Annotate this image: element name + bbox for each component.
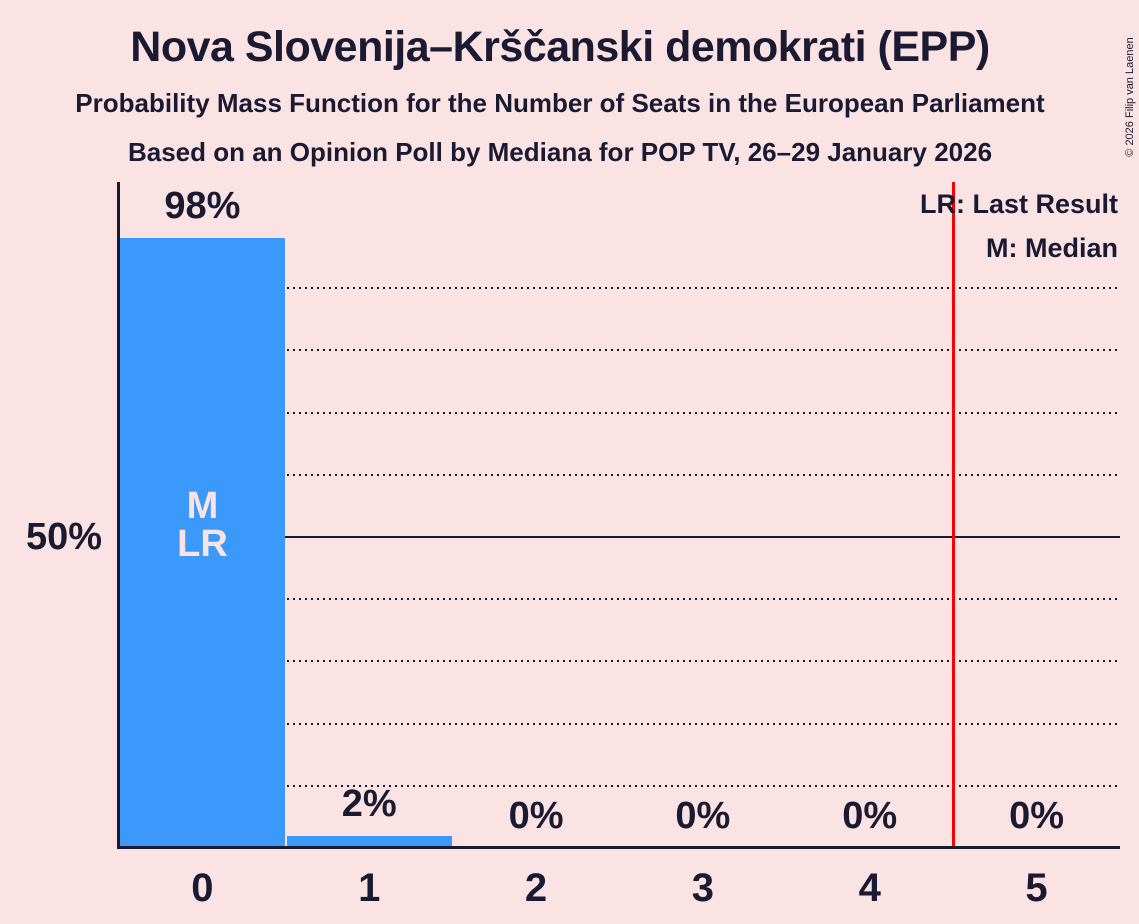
gridline-30 — [119, 660, 1120, 663]
y-axis-line — [117, 182, 120, 849]
bar-0-value-label: 98% — [164, 185, 241, 228]
page-title: Nova Slovenija–Krščanski demokrati (EPP) — [130, 23, 990, 71]
x-tick-3: 3 — [691, 866, 714, 910]
gridline-60 — [119, 473, 1120, 476]
gridline-20 — [119, 722, 1120, 725]
x-axis-line — [117, 846, 1120, 849]
bar-3-value-label: 0% — [675, 795, 731, 837]
gridline-70 — [119, 411, 1120, 414]
x-tick-1: 1 — [358, 866, 381, 910]
median-last-result-marker: M LR — [120, 487, 285, 563]
last-result-marker: LR — [177, 523, 228, 565]
legend-median: M: Median — [986, 233, 1118, 263]
bar-5-value-label: 0% — [1009, 795, 1064, 837]
gridline-80 — [119, 349, 1120, 352]
x-tick-0: 0 — [191, 866, 214, 910]
y-axis-50-label: 50% — [25, 516, 102, 558]
bar-2-value-label: 0% — [508, 795, 564, 837]
x-tick-5: 5 — [1025, 866, 1048, 910]
subtitle-pmf: Probability Mass Function for the Number… — [75, 88, 1045, 118]
median-marker: M — [186, 485, 219, 527]
legend-last-result: LR: Last Result — [919, 189, 1118, 219]
last-result-threshold-line — [951, 182, 955, 848]
x-tick-2: 2 — [524, 866, 548, 910]
bar-0-seats — [119, 238, 285, 848]
gridline-10 — [119, 784, 1120, 787]
gridline-40 — [119, 598, 1120, 601]
bar-1-value-label: 2% — [341, 782, 397, 825]
bar-4-value-label: 0% — [842, 795, 898, 837]
bar-1-seat — [286, 835, 452, 848]
legend: LR: Last Result M: Median — [920, 182, 1118, 270]
subtitle-poll: Based on an Opinion Poll by Mediana for … — [127, 137, 993, 167]
gridline-90 — [119, 287, 1120, 290]
gridline-50 — [119, 536, 1120, 538]
x-tick-4: 4 — [858, 866, 881, 910]
